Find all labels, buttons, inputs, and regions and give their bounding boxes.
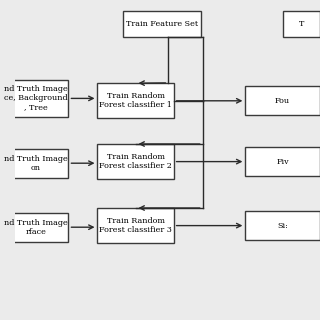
FancyBboxPatch shape xyxy=(98,83,174,118)
Text: Si:: Si: xyxy=(277,222,288,230)
FancyBboxPatch shape xyxy=(3,213,68,242)
Text: T: T xyxy=(299,20,304,28)
Text: nd Truth Image
ce, Background
, Tree: nd Truth Image ce, Background , Tree xyxy=(4,85,68,112)
Text: Fou: Fou xyxy=(275,97,290,105)
Text: nd Truth Image
on: nd Truth Image on xyxy=(4,155,68,172)
Text: Train Random
Forest classifier 3: Train Random Forest classifier 3 xyxy=(99,217,172,234)
FancyBboxPatch shape xyxy=(124,11,201,37)
Text: Train Feature Set: Train Feature Set xyxy=(126,20,198,28)
Text: Train Random
Forest classifier 1: Train Random Forest classifier 1 xyxy=(99,92,172,109)
FancyBboxPatch shape xyxy=(3,149,68,178)
FancyBboxPatch shape xyxy=(245,211,320,240)
FancyBboxPatch shape xyxy=(245,147,320,176)
Text: nd Truth Image
rface: nd Truth Image rface xyxy=(4,219,68,236)
FancyBboxPatch shape xyxy=(284,11,320,37)
FancyBboxPatch shape xyxy=(3,80,68,117)
FancyBboxPatch shape xyxy=(245,86,320,115)
FancyBboxPatch shape xyxy=(98,208,174,243)
FancyBboxPatch shape xyxy=(98,144,174,179)
Text: Fiv: Fiv xyxy=(276,158,289,166)
Text: Train Random
Forest classifier 2: Train Random Forest classifier 2 xyxy=(99,153,172,170)
